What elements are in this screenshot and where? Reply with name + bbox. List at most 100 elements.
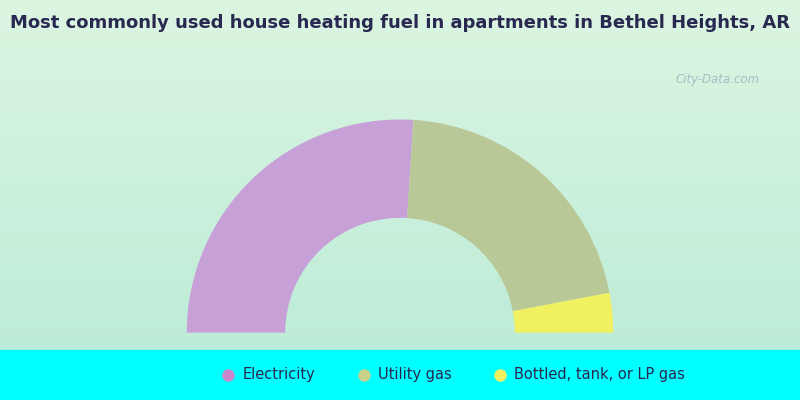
Bar [0, 95, 800, 96]
Bar [0, 55, 800, 56]
Bar [0, 85, 800, 87]
Bar [0, 177, 800, 179]
Bar [0, 123, 800, 124]
Bar [0, 303, 800, 304]
Bar [0, 27, 800, 28]
Bar [0, 320, 800, 321]
Bar [0, 19, 800, 20]
Bar [0, 315, 800, 316]
Bar [0, 204, 800, 205]
Bar [0, 168, 800, 169]
Bar [0, 39, 800, 40]
Text: Utility gas: Utility gas [378, 368, 452, 382]
Bar [0, 41, 800, 43]
Wedge shape [187, 120, 414, 333]
Bar [0, 132, 800, 133]
Bar [0, 367, 800, 368]
Bar [0, 200, 800, 201]
Bar [0, 56, 800, 57]
Bar [0, 40, 800, 41]
Bar [0, 355, 800, 356]
Bar [0, 311, 800, 312]
Bar [0, 117, 800, 119]
Bar [0, 203, 800, 204]
Bar [0, 280, 800, 281]
Bar [0, 173, 800, 175]
Bar [0, 191, 800, 192]
Bar [0, 137, 800, 139]
Bar [0, 185, 800, 187]
Bar [0, 241, 800, 243]
Bar [0, 337, 800, 339]
Bar [0, 235, 800, 236]
Bar [0, 256, 800, 257]
Bar [0, 125, 800, 127]
Bar [0, 343, 800, 344]
Bar [0, 350, 800, 400]
Bar [0, 112, 800, 113]
Bar [0, 361, 800, 363]
Bar [0, 164, 800, 165]
Bar [0, 171, 800, 172]
Bar [0, 49, 800, 51]
Bar [0, 37, 800, 39]
Bar [0, 83, 800, 84]
Bar [0, 287, 800, 288]
Bar [0, 368, 800, 369]
Bar [0, 84, 800, 85]
Bar [0, 257, 800, 259]
Bar [0, 297, 800, 299]
Bar [0, 307, 800, 308]
Bar [0, 275, 800, 276]
Bar [0, 279, 800, 280]
Bar [0, 231, 800, 232]
Bar [0, 312, 800, 313]
Bar [0, 52, 800, 53]
Bar [0, 248, 800, 249]
Bar [0, 237, 800, 239]
Bar [0, 153, 800, 155]
Bar [0, 103, 800, 104]
Bar [0, 120, 800, 121]
Bar [0, 116, 800, 117]
Bar [0, 371, 800, 372]
Bar [0, 105, 800, 107]
Bar [0, 396, 800, 397]
Bar [0, 221, 800, 223]
Bar [0, 121, 800, 123]
Bar [0, 113, 800, 115]
Bar [0, 13, 800, 15]
Bar [0, 53, 800, 55]
Bar [0, 281, 800, 283]
Wedge shape [513, 293, 614, 333]
Bar [0, 349, 800, 351]
Bar [0, 212, 800, 213]
Bar [0, 325, 800, 327]
Bar [0, 192, 800, 193]
Bar [0, 183, 800, 184]
Bar [0, 217, 800, 219]
Bar [0, 344, 800, 345]
Bar [0, 292, 800, 293]
Bar [0, 187, 800, 188]
Bar [0, 156, 800, 157]
Bar [0, 383, 800, 384]
Bar [0, 67, 800, 68]
Bar [0, 316, 800, 317]
Bar [0, 145, 800, 147]
Bar [0, 261, 800, 263]
Bar [0, 301, 800, 303]
Bar [0, 388, 800, 389]
Bar [0, 384, 800, 385]
Bar [0, 57, 800, 59]
Bar [0, 77, 800, 79]
Bar [0, 180, 800, 181]
Bar [0, 63, 800, 64]
Bar [0, 23, 800, 24]
Bar [0, 295, 800, 296]
Bar [0, 107, 800, 108]
Bar [0, 143, 800, 144]
Bar [0, 273, 800, 275]
Bar [0, 24, 800, 25]
Bar [0, 380, 800, 381]
